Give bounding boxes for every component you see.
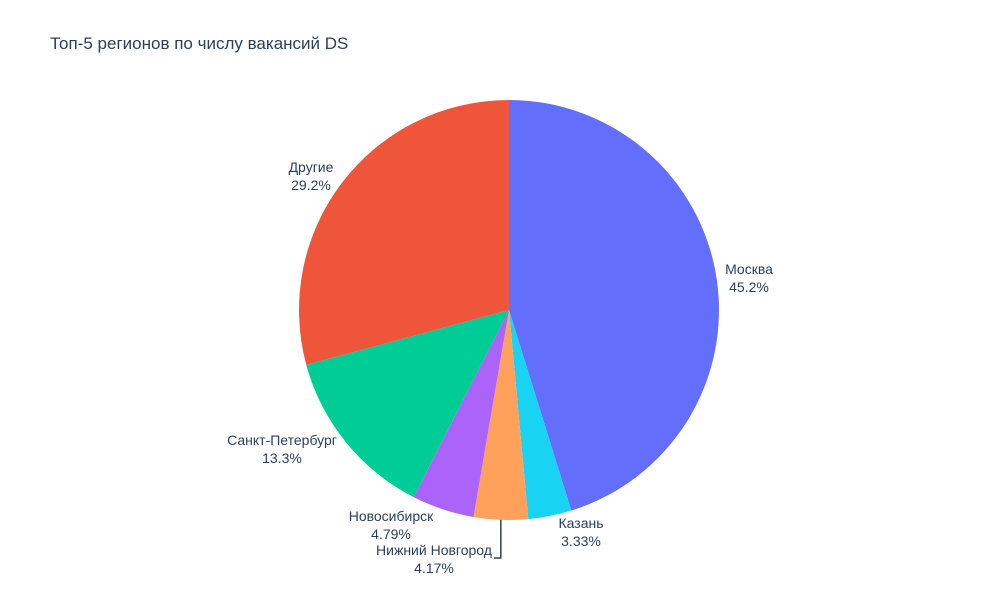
pie-slice-2	[509, 310, 572, 520]
slice-label-1: Москва	[725, 261, 773, 277]
slice-label-6: Другие	[289, 159, 334, 175]
slice-label-5: Санкт-Петербург	[227, 432, 337, 448]
slice-label-3: Нижний Новгород	[376, 542, 492, 558]
slice-label-2: Казань	[558, 515, 603, 531]
pie-slice-1	[509, 100, 719, 511]
pie-slices	[299, 100, 719, 520]
pie-slice-4	[413, 310, 509, 517]
slice-label-4: Новосибирск	[349, 508, 434, 524]
slice-percent-3: 4.17%	[414, 560, 454, 576]
chart-title: Топ-5 регионов по числу вакансий DS	[50, 34, 349, 53]
slice-percent-5: 13.3%	[262, 450, 302, 466]
slice-percent-2: 3.33%	[561, 533, 601, 549]
slice-leader-line	[494, 519, 502, 559]
pie-slice-6	[299, 100, 509, 365]
slice-percent-4: 4.79%	[371, 526, 411, 542]
pie-slice-5	[306, 310, 509, 498]
pie-labels: Москва 45.2% Казань 3.33% Нижний Новгород 4.1…	[227, 159, 773, 576]
pie-slice-3	[473, 310, 529, 520]
slice-percent-1: 45.2%	[729, 279, 769, 295]
slice-percent-6: 29.2%	[291, 177, 331, 193]
